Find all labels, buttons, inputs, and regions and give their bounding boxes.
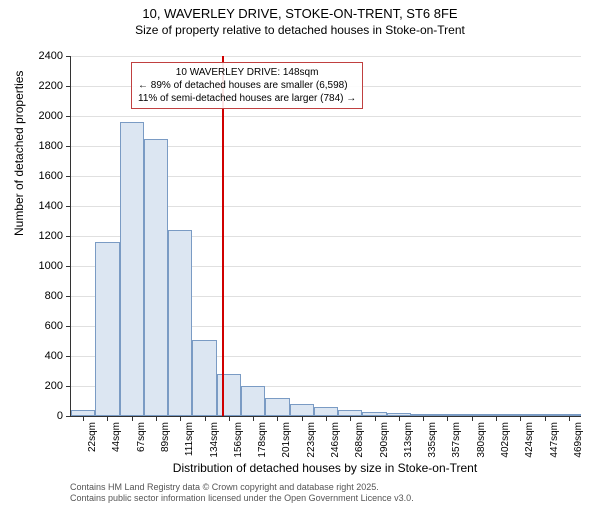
histogram-bar	[168, 230, 192, 416]
x-tick	[569, 416, 570, 421]
x-tick	[472, 416, 473, 421]
x-tick	[350, 416, 351, 421]
histogram-bar	[144, 139, 168, 417]
x-tick-label: 156sqm	[233, 422, 244, 458]
y-tick-label: 1000	[39, 260, 63, 272]
x-tick	[277, 416, 278, 421]
x-tick	[375, 416, 376, 421]
x-tick-label: 290sqm	[379, 422, 390, 458]
x-tick-label: 22sqm	[87, 422, 98, 452]
marker-line	[222, 56, 224, 416]
x-tick-label: 380sqm	[476, 422, 487, 458]
y-tick-label: 1200	[39, 230, 63, 242]
x-tick	[107, 416, 108, 421]
x-tick-label: 335sqm	[427, 422, 438, 458]
y-tick	[66, 356, 71, 357]
histogram-bar	[241, 386, 265, 416]
y-tick	[66, 176, 71, 177]
x-tick-label: 268sqm	[354, 422, 365, 458]
y-tick	[66, 266, 71, 267]
annotation-box: 10 WAVERLEY DRIVE: 148sqm← 89% of detach…	[131, 62, 363, 109]
x-tick	[302, 416, 303, 421]
x-axis-title: Distribution of detached houses by size …	[70, 461, 580, 475]
y-tick	[66, 386, 71, 387]
y-tick-label: 400	[45, 350, 63, 362]
annotation-line: 11% of semi-detached houses are larger (…	[138, 92, 356, 105]
x-tick	[545, 416, 546, 421]
x-tick	[205, 416, 206, 421]
x-tick	[132, 416, 133, 421]
histogram-bar	[120, 122, 144, 416]
x-tick-label: 89sqm	[160, 422, 171, 452]
x-tick-label: 447sqm	[549, 422, 560, 458]
chart-title-sub: Size of property relative to detached ho…	[0, 23, 600, 37]
annotation-line: 10 WAVERLEY DRIVE: 148sqm	[138, 66, 356, 79]
x-tick-label: 313sqm	[403, 422, 414, 458]
x-tick-label: 178sqm	[257, 422, 268, 458]
footer-line-2: Contains public sector information licen…	[70, 493, 414, 504]
x-tick	[180, 416, 181, 421]
x-tick-label: 223sqm	[306, 422, 317, 458]
y-tick	[66, 86, 71, 87]
x-tick-label: 111sqm	[184, 422, 195, 456]
x-tick-label: 246sqm	[330, 422, 341, 458]
y-tick-label: 2200	[39, 80, 63, 92]
chart-footer: Contains HM Land Registry data © Crown c…	[70, 482, 414, 504]
histogram-bar	[290, 404, 314, 416]
y-tick-label: 2400	[39, 50, 63, 62]
x-tick	[399, 416, 400, 421]
histogram-bar	[314, 407, 338, 416]
x-tick-label: 67sqm	[136, 422, 147, 452]
x-tick-label: 134sqm	[209, 422, 220, 458]
x-tick	[496, 416, 497, 421]
y-tick-label: 1400	[39, 200, 63, 212]
histogram-bar	[192, 340, 216, 417]
footer-line-1: Contains HM Land Registry data © Crown c…	[70, 482, 414, 493]
x-tick-label: 357sqm	[451, 422, 462, 458]
grid-line	[71, 56, 581, 57]
x-tick-label: 201sqm	[281, 422, 292, 458]
y-tick	[66, 416, 71, 417]
y-tick	[66, 146, 71, 147]
x-tick-label: 402sqm	[500, 422, 511, 458]
y-tick-label: 0	[57, 410, 63, 422]
x-tick-label: 469sqm	[573, 422, 584, 458]
y-tick	[66, 296, 71, 297]
y-tick	[66, 206, 71, 207]
plot-area: 0200400600800100012001400160018002000220…	[70, 56, 581, 417]
x-tick	[83, 416, 84, 421]
y-tick-label: 200	[45, 380, 63, 392]
x-tick	[520, 416, 521, 421]
y-tick	[66, 236, 71, 237]
x-tick	[423, 416, 424, 421]
y-tick-label: 800	[45, 290, 63, 302]
y-axis-title: Number of detached properties	[12, 71, 26, 236]
y-tick-label: 2000	[39, 110, 63, 122]
histogram-bar	[95, 242, 119, 416]
chart-title-main: 10, WAVERLEY DRIVE, STOKE-ON-TRENT, ST6 …	[0, 6, 600, 21]
annotation-line: ← 89% of detached houses are smaller (6,…	[138, 79, 356, 92]
x-tick	[156, 416, 157, 421]
histogram-bar	[265, 398, 289, 416]
x-tick-label: 44sqm	[111, 422, 122, 452]
y-tick-label: 600	[45, 320, 63, 332]
x-tick	[326, 416, 327, 421]
y-tick-label: 1600	[39, 170, 63, 182]
y-tick	[66, 326, 71, 327]
grid-line	[71, 116, 581, 117]
x-tick	[447, 416, 448, 421]
x-tick	[253, 416, 254, 421]
x-tick	[229, 416, 230, 421]
y-tick	[66, 116, 71, 117]
y-tick	[66, 56, 71, 57]
y-tick-label: 1800	[39, 140, 63, 152]
histogram-bar	[217, 374, 241, 416]
x-tick-label: 424sqm	[524, 422, 535, 458]
